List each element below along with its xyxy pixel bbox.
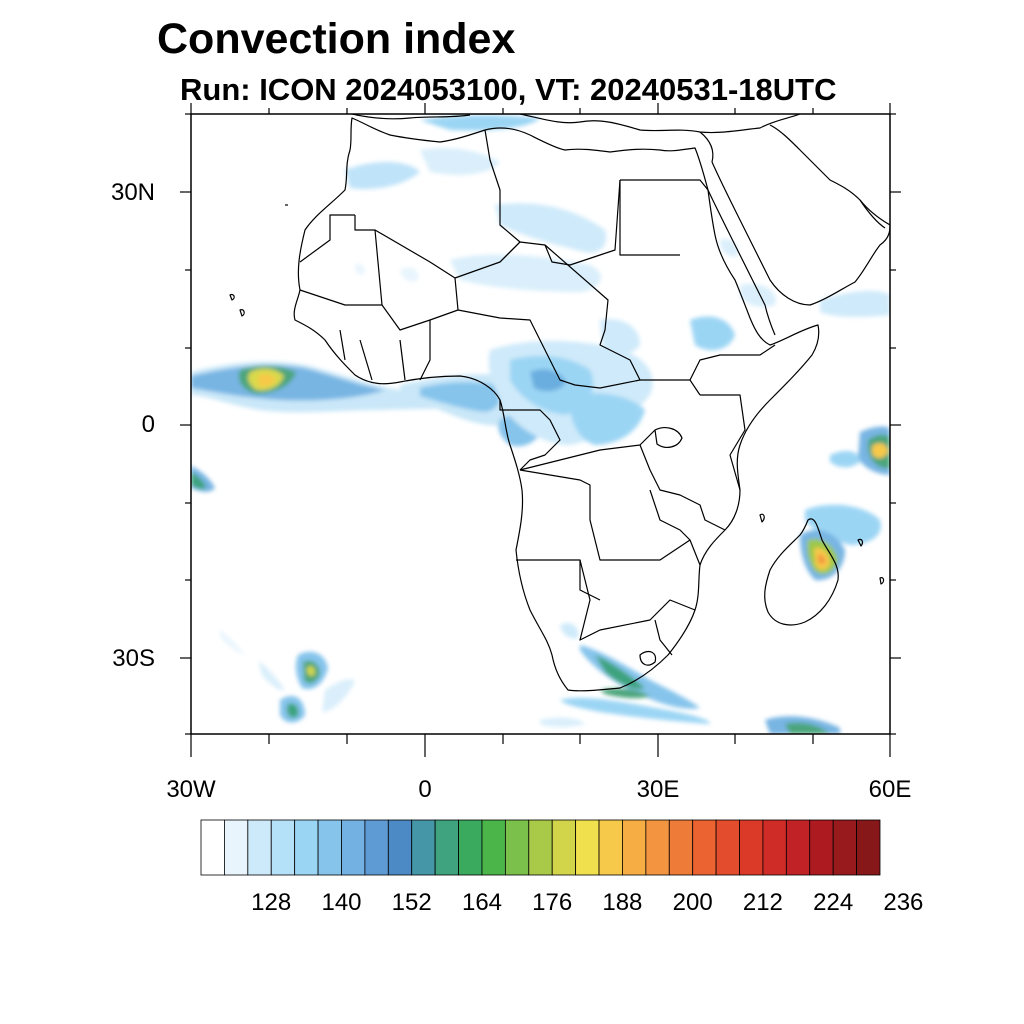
colorbar-box [270, 819, 296, 876]
lon-label-30e: 30E [636, 776, 680, 803]
colorbar-tick-label: 164 [461, 889, 503, 916]
lat-label-30s: 30S [112, 645, 155, 672]
chart-title: Convection index [157, 15, 516, 63]
lon-label-30w: 30W [166, 776, 216, 803]
colorbar-box [598, 819, 623, 876]
colorbar-box [481, 819, 506, 876]
colorbar-box [715, 819, 740, 876]
colorbar-box [692, 819, 717, 876]
colorbar-box [434, 819, 459, 876]
lon-label-0: 0 [418, 776, 432, 803]
lat-label-0: 0 [141, 411, 155, 438]
colorbar-box [317, 819, 342, 876]
convection-field [191, 115, 890, 734]
colorbar-box [785, 819, 811, 876]
colorbar-box [645, 819, 670, 876]
colorbar-box [668, 819, 694, 876]
axis-ticks [180, 103, 901, 757]
colorbar-box [294, 819, 319, 876]
map-frame [190, 113, 891, 735]
lat-label-30n: 30N [110, 179, 155, 206]
lon-label-60e: 60E [868, 776, 912, 803]
colorbar-tick-label: 224 [813, 889, 854, 916]
colorbar-tick-label: 200 [672, 889, 713, 916]
colorbar-tick-label: 152 [391, 889, 432, 916]
colorbar-tick-label: 188 [602, 889, 643, 916]
colorbar-box [364, 819, 389, 876]
colorbar-tick-label: 140 [321, 889, 362, 916]
colorbar-box [200, 819, 225, 876]
colorbar-box [504, 819, 530, 876]
colorbar-box [387, 819, 413, 876]
colorbar-box [809, 819, 834, 876]
colorbar-tick-label: 176 [532, 889, 573, 916]
colorbar-box [528, 819, 553, 876]
colorbar-box [739, 819, 764, 876]
colorbar-tick-label: 212 [742, 889, 783, 916]
colorbar-tick-label: 128 [251, 889, 292, 916]
colorbar-box [551, 819, 577, 876]
colorbar-box [458, 819, 483, 876]
colorbar-box [622, 819, 647, 876]
colorbar-box [575, 819, 600, 876]
colorbar-box [832, 819, 857, 876]
chart-subtitle: Run: ICON 2024053100, VT: 20240531-18UTC [180, 72, 837, 107]
colorbar [200, 819, 881, 876]
coastlines-borders [229, 114, 890, 692]
colorbar-box [856, 819, 881, 876]
colorbar-tick-label: 236 [883, 889, 924, 916]
colorbar-box [762, 819, 787, 876]
colorbar-box [247, 819, 272, 876]
colorbar-box [411, 819, 436, 876]
colorbar-box [341, 819, 366, 876]
colorbar-box [224, 819, 249, 876]
